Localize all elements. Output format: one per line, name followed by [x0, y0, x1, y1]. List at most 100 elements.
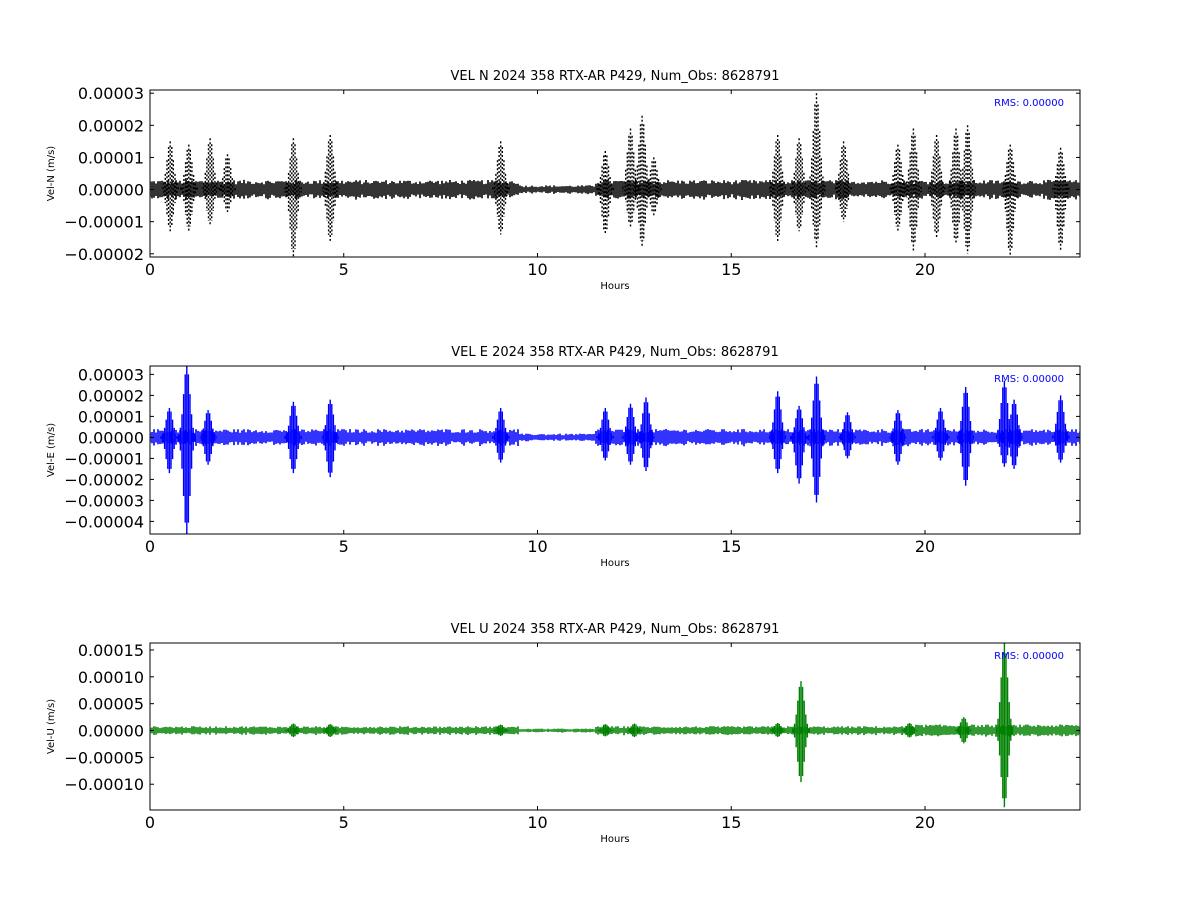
- vel-n-burst: [790, 138, 808, 232]
- vel-e-burst: [769, 391, 787, 474]
- vel-e-ytick-label: 0.00002: [78, 386, 144, 405]
- vel-n-burst: [180, 144, 198, 232]
- vel-u-xtick-label: 15: [721, 813, 741, 832]
- vel-e-burst: [957, 387, 975, 486]
- vel-u-ytick-label: 0.00015: [78, 641, 144, 660]
- vel-n-burst: [218, 154, 237, 212]
- vel-e-burst: [160, 408, 179, 474]
- vel-u-burst: [900, 723, 919, 738]
- vel-n-noise-band: [150, 179, 1080, 200]
- vel-e-ytick-label: 0.00001: [78, 407, 144, 426]
- vel-e-burst: [596, 408, 614, 461]
- vel-e-rms-annotation: RMS: 0.00000: [994, 374, 1064, 385]
- vel-n-burst: [492, 141, 510, 235]
- vel-e-ytick-label: −0.00004: [64, 512, 144, 531]
- vel-n-xtick-label: 5: [339, 260, 349, 279]
- vel-e-ytick-label: 0.00003: [78, 365, 144, 384]
- vel-u-rms-annotation: RMS: 0.00000: [994, 651, 1064, 662]
- vel-u-ytick-label: −0.00005: [64, 748, 144, 767]
- vel-e-xlabel: Hours: [600, 558, 629, 569]
- vel-u-burst: [321, 724, 339, 737]
- vel-u-title: VEL U 2024 358 RTX-AR P429, Num_Obs: 862…: [451, 622, 780, 637]
- vel-n-burst: [161, 141, 179, 232]
- vel-n-burst: [1001, 144, 1019, 257]
- vel-u-burst: [596, 724, 614, 737]
- vel-n-ytick-label: 0.00000: [78, 181, 144, 200]
- vel-e-title: VEL E 2024 358 RTX-AR P429, Num_Obs: 862…: [451, 345, 778, 360]
- vel-e-xtick-label: 10: [527, 537, 547, 556]
- vel-u-ytick-label: 0.00005: [78, 695, 144, 714]
- vel-e-burst: [178, 366, 196, 534]
- vel-e-axes-frame: [149, 365, 1081, 535]
- vel-n-burst: [621, 128, 640, 229]
- vel-e-burst: [995, 380, 1014, 467]
- vel-u-burst: [995, 643, 1014, 808]
- vel-n-burst: [284, 138, 303, 257]
- vel-u-xtick-label: 0: [145, 813, 155, 832]
- vel-n-axes-frame: [149, 89, 1081, 258]
- vel-e-ytick-label: −0.00003: [64, 491, 144, 510]
- vel-e-burst: [807, 376, 826, 503]
- vel-e-xtick-label: 5: [339, 537, 349, 556]
- vel-u-axes-frame: [149, 642, 1081, 811]
- vel-n-xtick-label: 10: [527, 260, 547, 279]
- vel-n-ylabel: Vel-N (m/s): [46, 146, 57, 201]
- vel-e-ylabel: Vel-E (m/s): [46, 423, 57, 477]
- vel-n-burst: [927, 135, 946, 238]
- vel-u-series: [150, 643, 1080, 808]
- vel-n-ytick-label: −0.00001: [64, 213, 144, 232]
- vel-n-ytick-label: 0.00002: [78, 116, 144, 135]
- vel-e-burst: [621, 403, 640, 465]
- vel-u-xtick-label: 5: [339, 813, 349, 832]
- vel-e-burst: [284, 401, 303, 474]
- vel-n-chart: VEL N 2024 358 RTX-AR P429, Num_Obs: 862…: [46, 69, 1081, 292]
- vel-n-burst: [1051, 147, 1070, 251]
- vel-e-ytick-label: −0.00001: [64, 449, 144, 468]
- vel-e-burst: [931, 408, 950, 461]
- vel-n-burst: [645, 157, 663, 216]
- vel-e-burst: [492, 408, 510, 463]
- vel-e-burst: [1005, 399, 1023, 469]
- vel-n-burst: [904, 128, 923, 251]
- vel-e-ytick-label: −0.00002: [64, 470, 144, 489]
- vel-u-ylabel: Vel-U (m/s): [46, 699, 57, 754]
- vel-n-ytick-label: −0.00002: [64, 245, 144, 264]
- vel-u-xlabel: Hours: [600, 834, 629, 845]
- vel-n-xlabel: Hours: [600, 281, 629, 292]
- vel-n-xtick-label: 15: [721, 260, 741, 279]
- vel-e-series: [150, 366, 1080, 534]
- vel-n-burst: [769, 135, 787, 241]
- vel-n-burst: [201, 138, 219, 225]
- vel-e-burst: [790, 405, 808, 484]
- vel-u-chart: VEL U 2024 358 RTX-AR P429, Num_Obs: 862…: [46, 622, 1081, 845]
- vel-n-series: [150, 93, 1080, 257]
- vel-u-burst: [625, 723, 644, 737]
- vel-e-burst: [199, 410, 217, 465]
- vel-n-ytick-label: 0.00003: [78, 84, 144, 103]
- vel-u-ytick-label: 0.00000: [78, 722, 144, 741]
- vel-u-burst: [769, 723, 787, 737]
- vel-n-title: VEL N 2024 358 RTX-AR P429, Num_Obs: 862…: [451, 69, 780, 84]
- vel-n-burst: [834, 141, 853, 222]
- vel-n-burst: [596, 151, 614, 235]
- vel-n-xtick-label: 20: [915, 260, 935, 279]
- vel-e-chart: VEL E 2024 358 RTX-AR P429, Num_Obs: 862…: [46, 345, 1081, 569]
- vel-u-burst: [792, 681, 810, 783]
- vel-u-burst: [492, 724, 510, 736]
- vel-u-ytick-label: 0.00010: [78, 668, 144, 687]
- vel-e-burst: [1051, 395, 1070, 463]
- vel-n-rms-annotation: RMS: 0.00000: [994, 98, 1064, 109]
- vel-n-burst: [807, 93, 826, 248]
- vel-e-xtick-label: 0: [145, 537, 155, 556]
- vel-u-xtick-label: 20: [915, 813, 935, 832]
- vel-u-burst: [284, 723, 303, 737]
- vel-u-burst: [955, 717, 973, 744]
- vel-u-xtick-label: 10: [527, 813, 547, 832]
- vel-e-burst: [637, 397, 655, 471]
- vel-n-burst: [321, 135, 339, 241]
- vel-e-burst: [838, 412, 857, 459]
- vel-e-burst: [321, 399, 339, 478]
- vel-e-xtick-label: 20: [915, 537, 935, 556]
- vel-n-xtick-label: 0: [145, 260, 155, 279]
- vel-u-ytick-label: −0.00010: [64, 775, 144, 794]
